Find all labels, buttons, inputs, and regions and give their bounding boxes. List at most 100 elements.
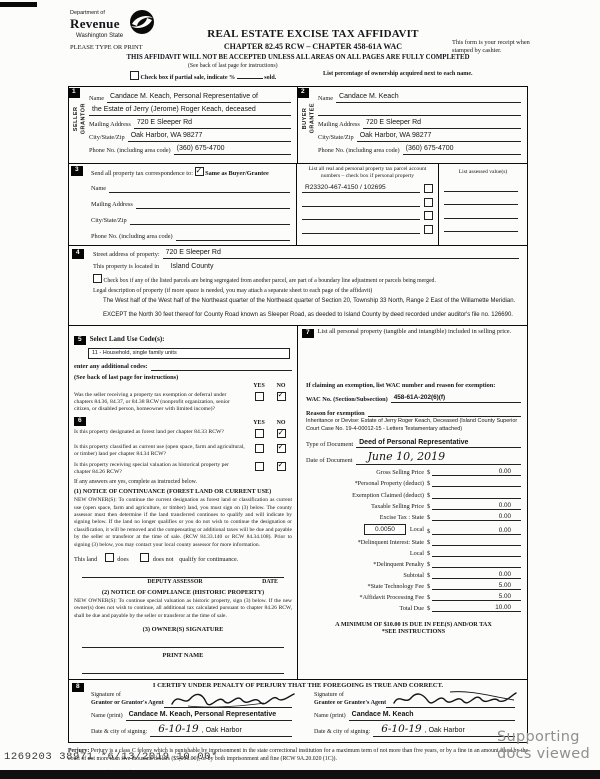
fee-field-delinquent-interest-local[interactable]: [432, 549, 521, 557]
historic-no-checkbox[interactable]: [276, 460, 286, 471]
grantee-signature-icon: [393, 691, 517, 704]
field-label: City/State/Zip: [318, 133, 354, 141]
land-use-code-select[interactable]: 11 - Household, single family units: [88, 347, 290, 359]
grantor-signature-field[interactable]: [163, 691, 295, 708]
print-name-line[interactable]: [82, 663, 284, 674]
buyer-name-field-2[interactable]: [318, 106, 521, 116]
fee-row: Gross Selling Price $0.00: [306, 468, 521, 477]
grantor-date-field[interactable]: 6-10-19, Oak Harbor: [150, 723, 292, 737]
forest-yes-checkbox[interactable]: [254, 429, 264, 439]
parcel-field-3[interactable]: [302, 211, 420, 221]
assessed-field-2[interactable]: [444, 196, 518, 206]
fee-field-processing[interactable]: 5.00: [432, 593, 521, 602]
personal-property-checkbox-2[interactable]: [424, 197, 433, 207]
fee-field-delinquent-penalty[interactable]: [432, 560, 521, 569]
buyer-name-field[interactable]: Candace M. Keach: [336, 93, 521, 103]
grantor-name-field[interactable]: Candace M. Keach, Personal Representativ…: [125, 711, 292, 721]
correspondence-mailing-field[interactable]: [135, 200, 290, 209]
correspondence-label: Send all property tax correspondence to:: [91, 170, 193, 177]
fee-row: Excise Tax : State $0.00: [306, 513, 521, 521]
section-2-marker: 2: [297, 88, 309, 98]
reason-label: Reason for exemption: [306, 409, 365, 417]
street-address-field[interactable]: 720 E Sleeper Rd: [162, 249, 519, 259]
fee-field-excise-local[interactable]: 0.00: [432, 527, 521, 535]
type-of-document-field[interactable]: Deed of Personal Representative: [356, 439, 521, 449]
reason-value: Inheritance or Devise: Estate of Jerry R…: [306, 418, 518, 432]
field-label: Name: [91, 185, 107, 193]
additional-codes-field[interactable]: [150, 362, 292, 372]
personal-property-blank-area[interactable]: [306, 338, 521, 382]
seller-phone-field[interactable]: (360) 675-4700: [173, 145, 291, 155]
grantee-signature-field[interactable]: [386, 691, 517, 708]
grantor-signature-icon: [171, 693, 295, 708]
deputy-assessor-signature-line[interactable]: [82, 567, 284, 578]
fee-row-local-rate: 0.0050 Local $ 0.00: [306, 523, 521, 535]
seller-mailing-value: 720 E Sleeper Rd: [136, 119, 193, 127]
personal-property-checkbox-4[interactable]: [424, 224, 433, 234]
fee-row: Subtotal $0.00: [306, 571, 521, 580]
date-of-document-field[interactable]: June 10, 2019: [355, 450, 521, 466]
exemption-no-checkbox[interactable]: [276, 390, 286, 401]
fee-field-personal-property[interactable]: [432, 479, 521, 488]
buyer-mailing-field[interactable]: 720 E Sleeper Rd: [362, 119, 521, 129]
personal-property-checkbox-3[interactable]: [424, 211, 433, 221]
personal-property-checkbox-1[interactable]: [424, 184, 433, 194]
wac-field[interactable]: 458-61A-202(6)(f): [390, 394, 521, 404]
parcel-field-1[interactable]: R23320-467-4150 / 102695: [302, 184, 420, 194]
scan-artifact-top: [0, 2, 37, 7]
parcel-field-2[interactable]: [302, 198, 420, 207]
owners-signature-line[interactable]: [82, 637, 284, 648]
property-location-section: 4 Street address of property: 720 E Slee…: [69, 245, 527, 325]
correspondence-name-field[interactable]: [109, 184, 290, 193]
reason-field[interactable]: [367, 408, 521, 418]
historic-yes-checkbox[interactable]: [254, 461, 264, 471]
partial-sale-label-end: sold.: [264, 75, 277, 81]
local-rate-box[interactable]: 0.0050: [364, 523, 406, 535]
correspondence-phone-field[interactable]: [175, 232, 290, 241]
fee-field-total-due[interactable]: 10.00: [432, 604, 521, 613]
buyer-phone-field[interactable]: (360) 675-4700: [402, 144, 521, 155]
buyer-city-field[interactable]: Oak Harbor, WA 98277: [356, 132, 521, 142]
does-not-checkbox[interactable]: [140, 552, 150, 562]
buyer-phone-value: (360) 675-4700: [405, 144, 454, 152]
seller-name-field[interactable]: Candace M. Keach, Personal Representativ…: [107, 93, 291, 103]
forest-no-checkbox[interactable]: [276, 428, 286, 439]
fee-field-technology[interactable]: 5.00: [432, 582, 521, 591]
exemption-yes-checkbox[interactable]: [254, 391, 264, 401]
current-use-no-checkbox[interactable]: [276, 442, 286, 453]
assessed-field-4[interactable]: [444, 223, 518, 233]
current-use-yes-checkbox[interactable]: [254, 443, 264, 453]
same-as-buyer-checkbox[interactable]: [194, 166, 204, 176]
minimum-fee-note: A MINIMUM OF $10.00 IS DUE IN FEE(S) AND…: [335, 621, 492, 629]
seller-city-value: Oak Harbor, WA 98277: [130, 132, 203, 139]
partial-sale-percent-field[interactable]: [236, 78, 263, 79]
grantee-date-field[interactable]: 6-10-19, Oak Harbor: [373, 723, 515, 737]
assessed-field-1[interactable]: [444, 183, 518, 192]
fee-field-gross[interactable]: 0.00: [432, 468, 521, 477]
fee-field-exemption-claimed[interactable]: [432, 491, 521, 499]
seller-mailing-field[interactable]: 720 E Sleeper Rd: [133, 119, 291, 129]
assessed-values-section: List assessed value(s): [439, 164, 527, 245]
grantee-name-field[interactable]: Candace M. Keach: [348, 711, 515, 721]
parcel-value: R23320-467-4150 / 102695: [305, 184, 386, 192]
partial-sale-checkbox[interactable]: [130, 71, 139, 80]
same-as-buyer-label: Same as Buyer/Grantee: [205, 170, 269, 177]
assessed-field-3[interactable]: [444, 210, 518, 219]
partial-sale-row: Check box if partial sale, indicate % so…: [130, 71, 276, 81]
correspondence-city-field[interactable]: [129, 216, 290, 225]
continuance-qualify-row: This land does does not qualify for cont…: [74, 552, 292, 563]
seller-name-field-2[interactable]: the Estate of Jerry (Jerome) Roger Keach…: [89, 106, 291, 116]
fee-field-taxable[interactable]: 0.00: [432, 502, 521, 510]
fee-field-subtotal[interactable]: 0.00: [432, 571, 521, 580]
street-address-label: Street address of property:: [93, 250, 160, 258]
type-of-document-label: Type of Document: [306, 440, 354, 448]
segregated-checkbox[interactable]: [93, 273, 102, 283]
seller-city-field[interactable]: Oak Harbor, WA 98277: [127, 132, 291, 142]
notice-compliance-body: NEW OWNER(S): To continue special valuat…: [74, 597, 292, 619]
fee-field-excise-state[interactable]: 0.00: [432, 513, 521, 521]
fee-field-delinquent-interest-state[interactable]: [432, 538, 521, 546]
ownership-note: List percentage of ownership acquired ne…: [323, 71, 473, 77]
does-checkbox[interactable]: [104, 552, 114, 562]
parcel-field-4[interactable]: [302, 225, 420, 234]
